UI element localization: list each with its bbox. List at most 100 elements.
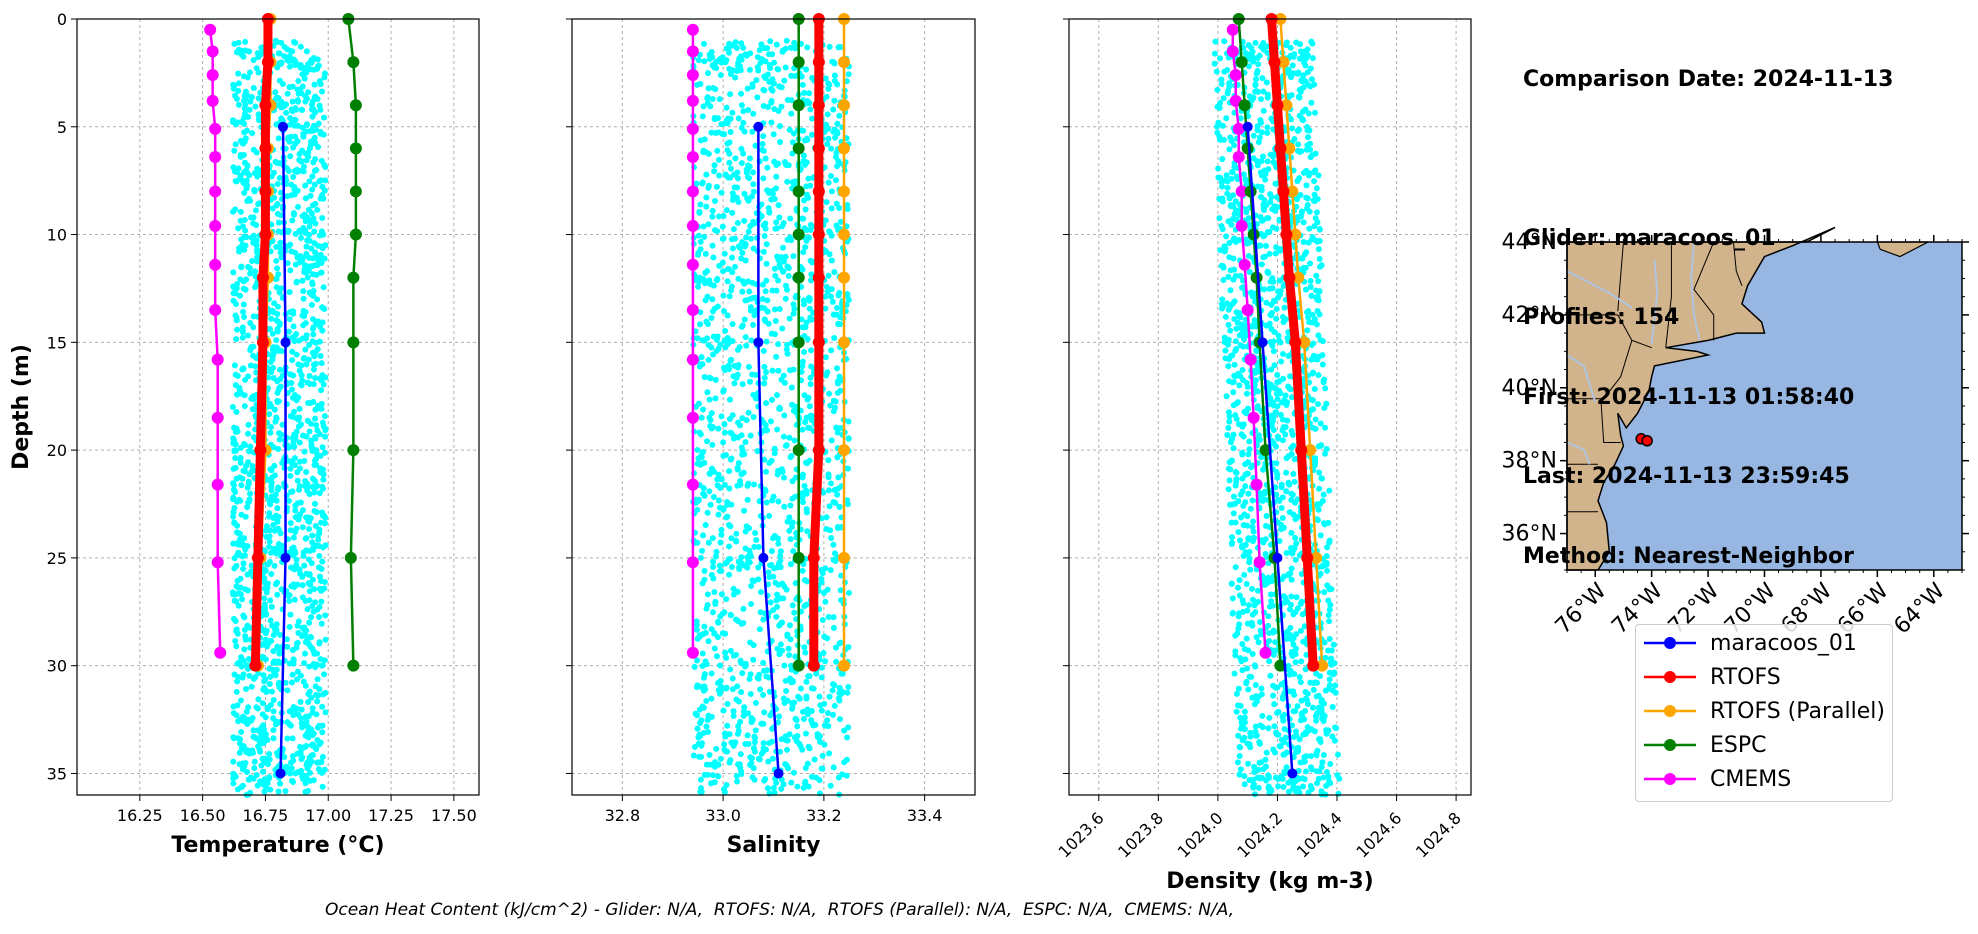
scatter-point — [249, 462, 256, 469]
scatter-point — [713, 653, 720, 660]
scatter-point — [797, 685, 804, 692]
series-point — [256, 336, 269, 349]
scatter-point — [727, 757, 734, 764]
scatter-point — [785, 645, 792, 652]
scatter-point — [1321, 589, 1328, 596]
scatter-point — [253, 771, 260, 778]
scatter-point — [759, 146, 766, 153]
scatter-point — [768, 330, 775, 337]
scatter-point — [282, 788, 289, 795]
scatter-point — [822, 293, 829, 300]
scatter-point — [277, 383, 284, 390]
scatter-point — [264, 476, 271, 483]
scatter-point — [1265, 725, 1272, 732]
scatter-point — [299, 213, 306, 220]
scatter-point — [729, 686, 736, 693]
scatter-point — [729, 245, 736, 252]
scatter-point — [244, 571, 251, 578]
scatter-point — [1325, 519, 1332, 526]
scatter-point — [246, 672, 253, 679]
scatter-point — [804, 44, 811, 51]
scatter-point — [709, 296, 716, 303]
scatter-point — [768, 85, 775, 92]
scatter-point — [241, 535, 248, 542]
scatter-point — [1270, 297, 1277, 304]
scatter-point — [311, 489, 318, 496]
scatter-point — [309, 539, 316, 546]
scatter-point — [704, 509, 711, 516]
scatter-point — [313, 422, 320, 429]
density-profile-panel: 1023.6 1023.8 1024.0 1024.2 1024.4 1024.6 1024… — [1055, 13, 1472, 894]
scatter-point — [243, 276, 250, 283]
scatter-point — [1279, 437, 1286, 444]
scatter-point — [245, 704, 252, 711]
scatter-point — [1256, 738, 1263, 745]
scatter-point — [1235, 498, 1242, 505]
scatter-point — [744, 554, 751, 561]
scatter-point — [1258, 759, 1265, 766]
scatter-point — [1232, 519, 1239, 526]
scatter-point — [1264, 269, 1271, 276]
scatter-point — [717, 539, 724, 546]
scatter-point — [724, 173, 731, 180]
scatter-point — [696, 274, 703, 281]
scatter-point — [233, 285, 240, 292]
series-point — [753, 121, 764, 132]
series-point — [686, 478, 699, 491]
scatter-point — [1321, 404, 1328, 411]
scatter-point — [295, 122, 302, 129]
scatter-point — [707, 501, 714, 508]
scatter-point — [701, 136, 708, 143]
scatter-point — [1308, 292, 1315, 299]
scatter-point — [690, 752, 697, 759]
scatter-point — [1233, 400, 1240, 407]
scatter-point — [755, 544, 762, 551]
scatter-point — [252, 674, 259, 681]
series-point — [259, 142, 272, 155]
scatter-point — [727, 129, 734, 136]
scatter-point — [255, 54, 262, 61]
scatter-point — [1288, 565, 1295, 572]
scatter-point — [711, 162, 718, 169]
scatter-point — [724, 701, 731, 708]
scatter-point — [743, 234, 750, 241]
scatter-point — [1326, 676, 1333, 683]
scatter-point — [317, 128, 324, 135]
scatter-point — [235, 165, 242, 172]
scatter-point — [1258, 187, 1265, 194]
scatter-point — [788, 523, 795, 530]
scatter-point — [317, 375, 324, 382]
scatter-point — [271, 562, 278, 569]
scatter-point — [286, 597, 293, 604]
scatter-point — [721, 429, 728, 436]
scatter-point — [748, 715, 755, 722]
scatter-point — [1225, 363, 1232, 370]
scatter-point — [694, 446, 701, 453]
scatter-point — [254, 165, 261, 172]
scatter-point — [1262, 176, 1269, 183]
scatter-point — [241, 138, 248, 145]
scatter-point — [231, 147, 238, 154]
scatter-point — [746, 547, 753, 554]
scatter-point — [1255, 639, 1262, 646]
scatter-point — [760, 248, 767, 255]
scatter-point — [718, 567, 725, 574]
scatter-point — [821, 700, 828, 707]
series-point — [278, 121, 289, 132]
scatter-point — [700, 40, 707, 47]
scatter-point — [239, 334, 246, 341]
scatter-point — [717, 662, 724, 669]
scatter-point — [828, 172, 835, 179]
scatter-point — [274, 749, 281, 756]
scatter-point — [704, 438, 711, 445]
scatter-point — [740, 605, 747, 612]
series-point — [753, 337, 764, 348]
scatter-point — [300, 133, 307, 140]
scatter-point — [745, 106, 752, 113]
scatter-point — [1254, 774, 1261, 781]
scatter-point — [300, 322, 307, 329]
scatter-point — [790, 301, 797, 308]
scatter-point — [718, 531, 725, 538]
scatter-point — [780, 433, 787, 440]
y-tick-label: 15 — [47, 333, 67, 352]
